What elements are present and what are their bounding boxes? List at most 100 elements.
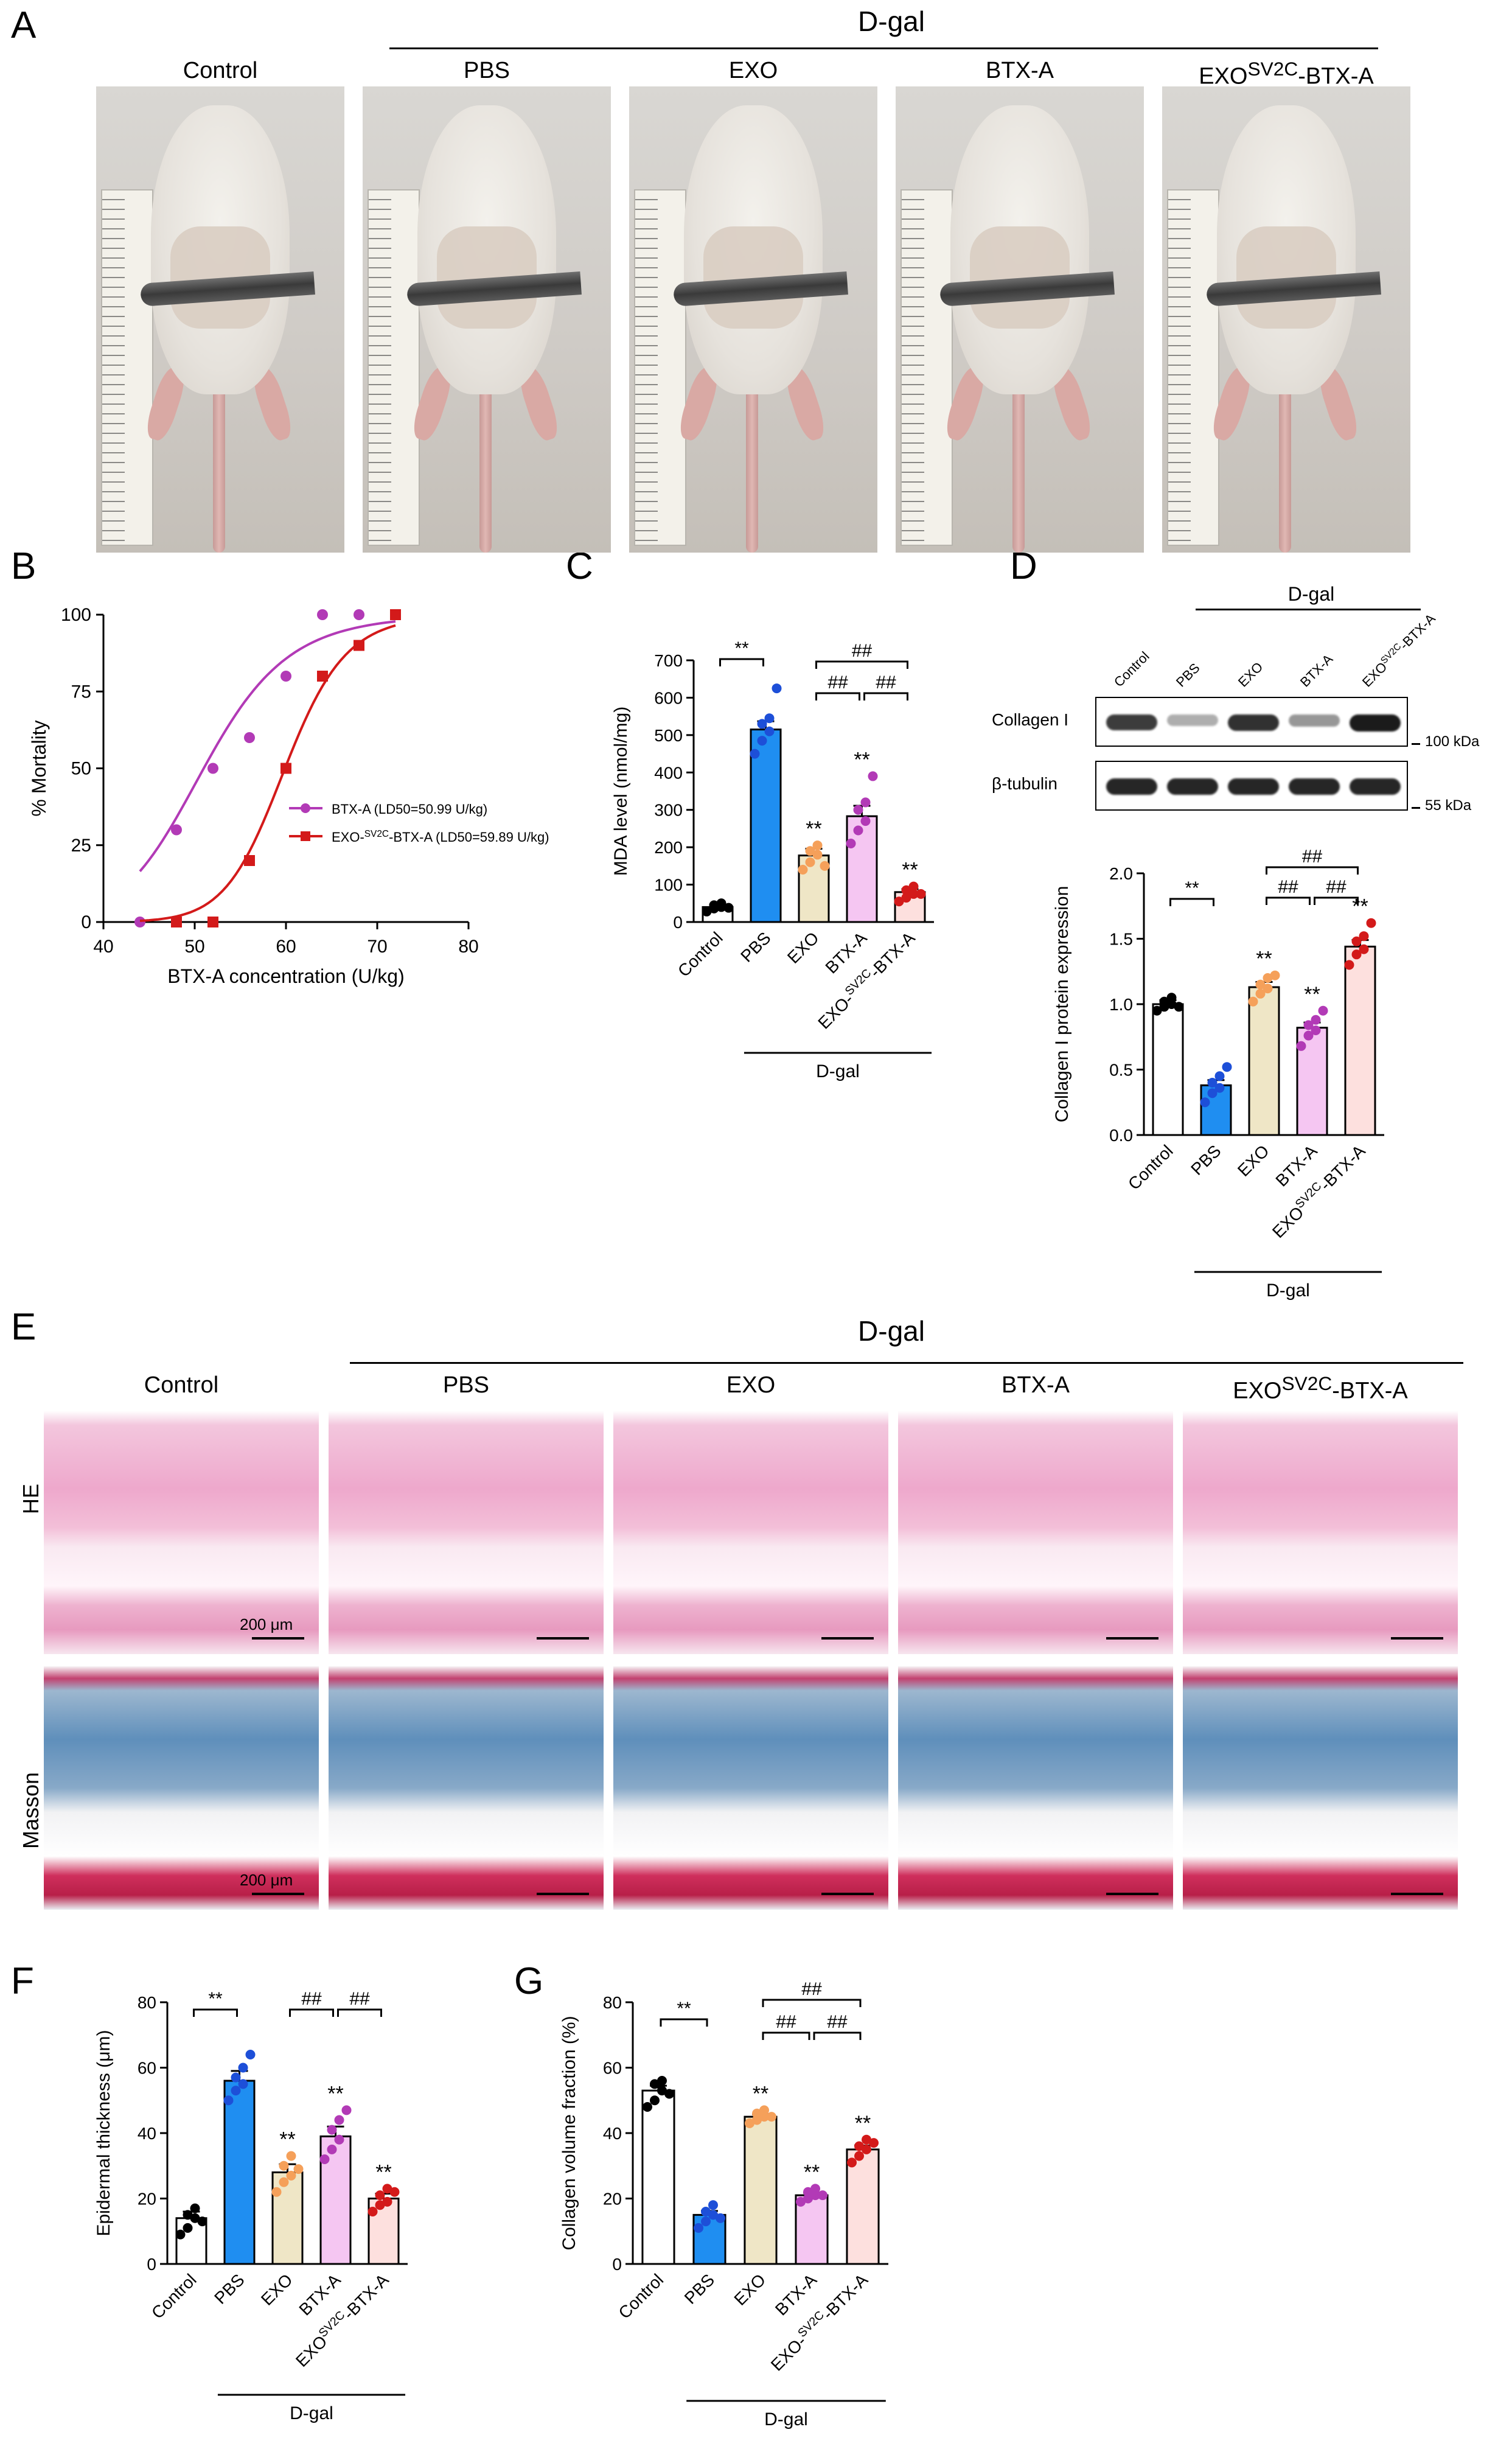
- comparison-bracket: [660, 2018, 708, 2027]
- comparison-label: **: [1185, 878, 1199, 898]
- significance-label: **: [855, 2112, 871, 2135]
- comparison-label: ##: [827, 672, 848, 693]
- x-tick-label: 40: [93, 937, 113, 957]
- data-point: [1255, 979, 1266, 990]
- blot-band: [1289, 778, 1340, 795]
- data-point: [1207, 1078, 1218, 1088]
- data-point: [803, 2187, 813, 2197]
- data-point: [643, 2102, 652, 2112]
- y-tick-label: 0: [673, 913, 683, 932]
- data-point: [317, 671, 328, 682]
- data-point: [175, 2229, 186, 2240]
- masson-image: [1183, 1666, 1458, 1910]
- comparison-label: ##: [301, 1989, 322, 2009]
- y-tick-label: 0.0: [1109, 1126, 1133, 1145]
- significance-label: **: [375, 2160, 391, 2184]
- he-image: [1183, 1411, 1458, 1654]
- data-point: [862, 2144, 871, 2154]
- comparison-bracket: [815, 660, 908, 669]
- y-axis-label: % Mortality: [28, 720, 50, 816]
- data-point: [238, 2079, 248, 2089]
- data-point: [1200, 1097, 1210, 1108]
- data-point: [171, 824, 182, 836]
- comparison-bracket: [863, 692, 908, 700]
- y-axis-label: Collagen volume fraction (%): [559, 2016, 579, 2250]
- y-axis-label: Epidermal thickness (μm): [94, 2030, 114, 2236]
- data-point: [1263, 973, 1273, 983]
- data-point: [382, 2196, 392, 2207]
- he-image: [44, 1411, 319, 1654]
- x-tick-label: Control: [615, 2270, 667, 2322]
- bar: [641, 2089, 675, 2265]
- comparison-bracket: [815, 692, 860, 700]
- data-point: [767, 2112, 776, 2122]
- legend-marker: [301, 803, 310, 813]
- data-point: [1270, 970, 1280, 980]
- mouse-tail: [212, 385, 226, 553]
- comparison-bracket: [1266, 896, 1311, 905]
- data-point: [650, 2079, 660, 2089]
- significance-label: **: [854, 748, 869, 771]
- data-point: [702, 906, 712, 917]
- data-point: [238, 2063, 248, 2073]
- panel-d-header: D-gal: [1287, 583, 1335, 605]
- data-point: [327, 2144, 337, 2154]
- data-point: [293, 2164, 304, 2174]
- data-point: [796, 2196, 806, 2207]
- blot-lane-label-wrap: Control: [1111, 649, 1152, 690]
- y-tick-label: 60: [138, 2059, 156, 2078]
- significance-label: **: [753, 2082, 768, 2105]
- data-point: [908, 889, 919, 899]
- fit-curve: [139, 620, 396, 872]
- data-point: [1359, 944, 1369, 954]
- panel-letter-E: E: [11, 1306, 37, 1348]
- mouse-photo: [363, 86, 611, 553]
- blot-band: [1228, 714, 1279, 731]
- data-point: [860, 797, 871, 808]
- panel-letter-B: B: [11, 545, 37, 587]
- marker-label: 55 kDa: [1425, 797, 1472, 814]
- panel-letter-G: G: [514, 1960, 544, 2002]
- data-point: [805, 846, 815, 856]
- y-tick-label: 50: [71, 759, 91, 779]
- comparison-bracket: [193, 2008, 238, 2017]
- data-point: [1255, 988, 1266, 999]
- mouse-photo: [629, 86, 877, 553]
- data-point: [894, 896, 904, 907]
- comparison-bracket: [719, 658, 764, 666]
- comparison-bracket: [289, 2008, 334, 2017]
- bar: [1344, 945, 1376, 1136]
- blot-row-label: β-tubulin: [992, 774, 1057, 793]
- data-point: [207, 917, 218, 927]
- panel-e-group-label: BTX-A: [1002, 1372, 1070, 1398]
- bar: [744, 2115, 778, 2265]
- blot-band: [1167, 778, 1218, 795]
- comparison-label: ##: [801, 1979, 822, 1999]
- data-point: [868, 771, 878, 781]
- data-point: [354, 609, 364, 620]
- panel-d-header-line: [1196, 609, 1421, 610]
- data-point: [812, 850, 823, 860]
- mouse-tail: [479, 385, 492, 553]
- mouse-photo: [1162, 86, 1410, 553]
- scale-bar: [537, 1893, 589, 1895]
- data-point: [1311, 1015, 1321, 1025]
- data-point: [1159, 996, 1169, 1007]
- data-point: [1222, 1062, 1232, 1072]
- data-point: [280, 763, 291, 774]
- comparison-label: ##: [827, 2012, 848, 2032]
- panel-letter-A: A: [11, 4, 37, 46]
- comparison-label: ##: [1278, 877, 1298, 897]
- data-point: [183, 2223, 193, 2233]
- data-point: [862, 2134, 871, 2145]
- data-point: [860, 816, 871, 826]
- data-point: [694, 2223, 703, 2233]
- scale-bar: [1391, 1893, 1443, 1895]
- data-point: [354, 640, 364, 651]
- ruler: [368, 189, 420, 546]
- blot-band: [1106, 714, 1157, 730]
- data-point: [319, 2154, 330, 2164]
